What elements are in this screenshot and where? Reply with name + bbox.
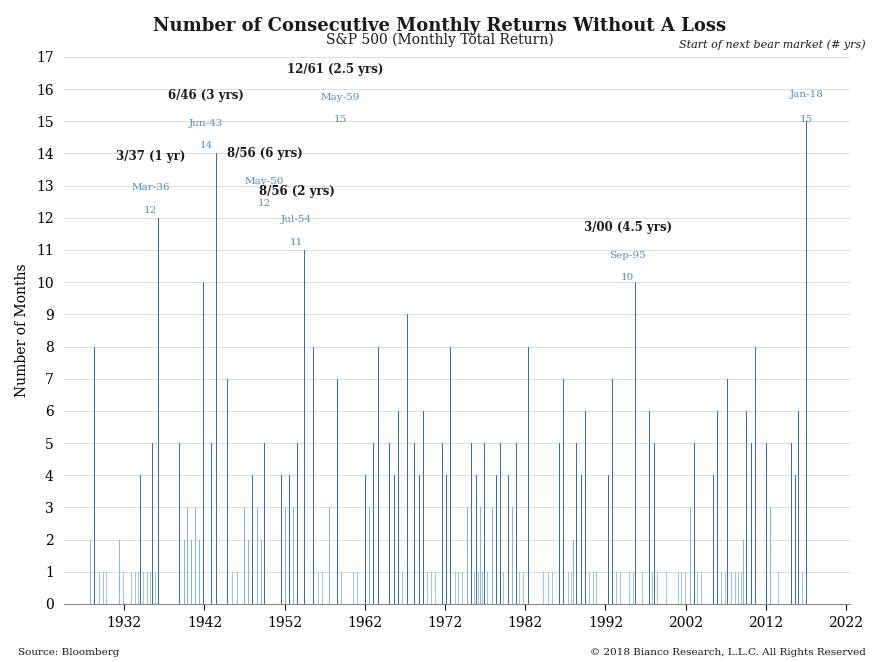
Text: 14: 14 [199, 141, 212, 150]
Text: Jul-54: Jul-54 [281, 215, 312, 224]
Text: May-59: May-59 [320, 93, 359, 102]
Text: 12: 12 [144, 206, 157, 214]
Text: 15: 15 [333, 115, 346, 124]
Text: Mar-36: Mar-36 [132, 183, 169, 192]
Text: © 2018 Bianco Research, L.L.C. All Rights Reserved: © 2018 Bianco Research, L.L.C. All Right… [589, 647, 865, 657]
Text: 11: 11 [290, 238, 303, 247]
Text: 3/37 (1 yr): 3/37 (1 yr) [116, 150, 185, 163]
Text: S&P 500 (Monthly Total Return): S&P 500 (Monthly Total Return) [325, 33, 553, 48]
Y-axis label: Number of Months: Number of Months [15, 263, 29, 397]
Text: Start of next bear market (# yrs): Start of next bear market (# yrs) [679, 40, 865, 50]
Text: 8/56 (6 yrs): 8/56 (6 yrs) [227, 147, 302, 160]
Text: Sep-95: Sep-95 [608, 251, 645, 260]
Text: Jun-43: Jun-43 [189, 118, 223, 128]
Text: May-50: May-50 [245, 177, 284, 185]
Text: 3/00 (4.5 yrs): 3/00 (4.5 yrs) [583, 221, 671, 234]
Text: 10: 10 [621, 273, 634, 282]
Text: Jan-18: Jan-18 [788, 90, 823, 99]
Text: 15: 15 [799, 115, 812, 124]
Text: 6/46 (3 yrs): 6/46 (3 yrs) [168, 89, 244, 102]
Text: 12/61 (2.5 yrs): 12/61 (2.5 yrs) [286, 63, 383, 76]
Text: 8/56 (2 yrs): 8/56 (2 yrs) [258, 185, 335, 199]
Text: 12: 12 [257, 199, 271, 208]
Text: Number of Consecutive Monthly Returns Without A Loss: Number of Consecutive Monthly Returns Wi… [153, 17, 725, 34]
Text: Source: Bloomberg: Source: Bloomberg [18, 647, 119, 657]
